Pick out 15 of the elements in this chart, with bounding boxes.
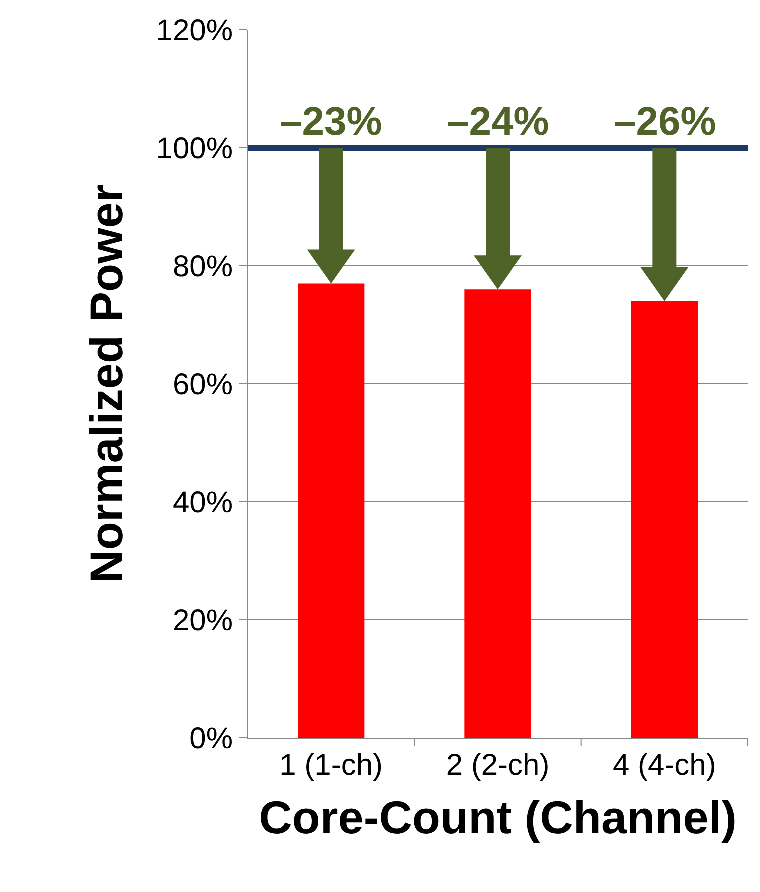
- x-tick-label: 4 (4-ch): [612, 749, 716, 782]
- x-tick-label: 1 (1-ch): [280, 749, 384, 782]
- annotation: –24%: [447, 100, 550, 144]
- y-tick-label: 120%: [156, 14, 233, 48]
- annotation: –23%: [280, 100, 382, 144]
- x-tick-label: 2 (2-ch): [446, 749, 550, 782]
- y-axis-title: Normalized Power: [80, 184, 133, 584]
- y-tick-label: 100%: [156, 132, 233, 166]
- y-tick-label: 40%: [172, 486, 233, 520]
- y-tick-label: 0%: [190, 722, 233, 756]
- y-tick-label: 20%: [172, 604, 233, 638]
- x-axis-title: Core-Count (Channel): [259, 792, 737, 844]
- y-tick-label: 80%: [172, 250, 233, 284]
- annotation: –26%: [614, 100, 716, 144]
- y-tick-label: 60%: [172, 368, 233, 402]
